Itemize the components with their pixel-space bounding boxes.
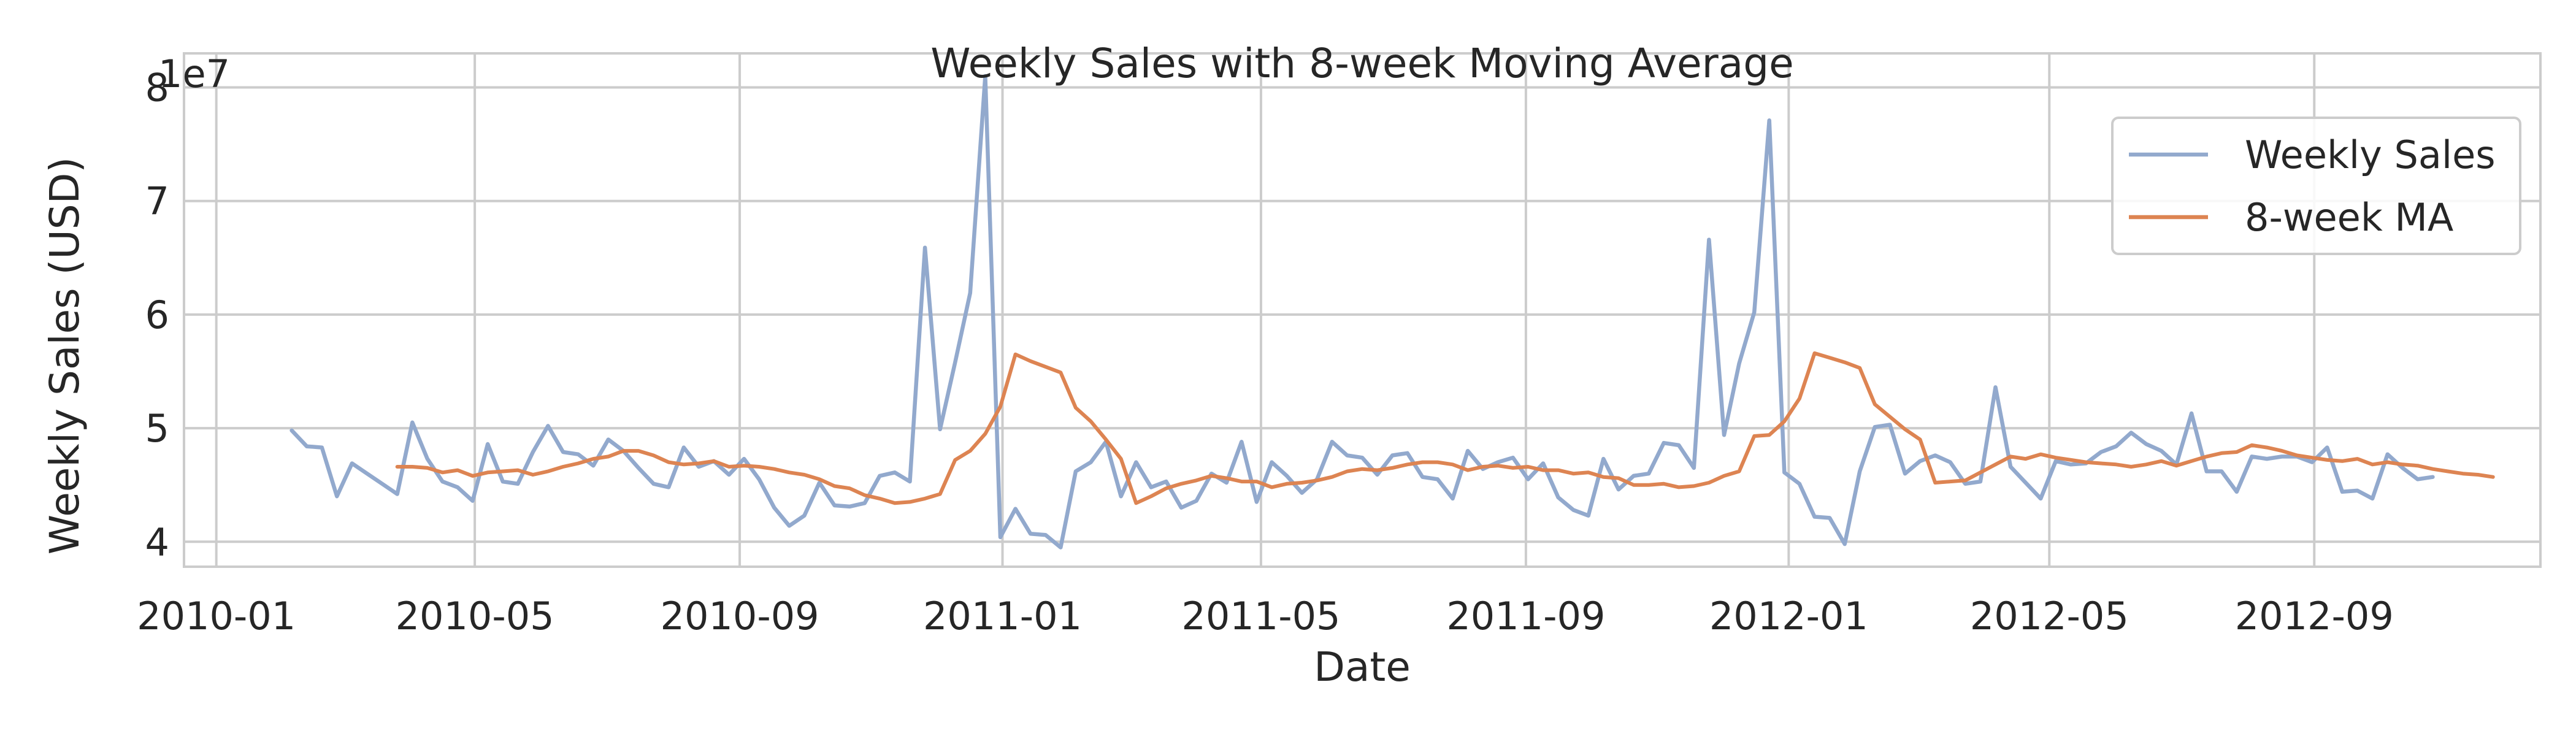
series-line-8-week-ma <box>395 351 2495 505</box>
y-tick-label: 5 <box>145 406 169 451</box>
chart-title: Weekly Sales with 8-week Moving Average <box>930 40 1794 87</box>
y-tick-label: 6 <box>145 293 169 337</box>
x-tick-label: 2010-05 <box>396 594 554 638</box>
x-tick-label: 2011-09 <box>1446 594 1605 638</box>
plot-frame <box>183 52 2542 568</box>
legend-label: 8-week MA <box>2245 195 2453 240</box>
legend: Weekly Sales 8-week MA <box>2111 117 2521 255</box>
legend-frame <box>2111 117 2521 255</box>
x-tick-label: 2011-01 <box>923 594 1082 638</box>
x-tick-label: 2012-01 <box>1709 594 1868 638</box>
y-tick-label: 4 <box>145 519 169 564</box>
x-tick-labels: 2010-01 2010-05 2010-09 2011-01 2011-05 2011-… <box>137 594 2394 638</box>
y-tick-label: 8 <box>145 66 169 110</box>
y-axis-scale-label: 1e7 <box>158 52 230 96</box>
x-tick-label: 2012-09 <box>2235 594 2394 638</box>
x-tick-label: 2010-01 <box>137 594 296 638</box>
series-layer <box>289 74 2495 550</box>
y-tick-labels: 4 5 6 7 8 <box>145 66 169 565</box>
x-tick-label: 2012-05 <box>1970 594 2129 638</box>
x-tick-label: 2011-05 <box>1181 594 1340 638</box>
x-axis-label: Date <box>1314 643 1411 691</box>
y-axis-label: Weekly Sales (USD) <box>41 157 88 554</box>
series-line-weekly-sales <box>289 74 2435 550</box>
legend-label: Weekly Sales <box>2245 132 2496 177</box>
y-tick-label: 7 <box>145 179 169 224</box>
x-tick-label: 2010-09 <box>661 594 819 638</box>
